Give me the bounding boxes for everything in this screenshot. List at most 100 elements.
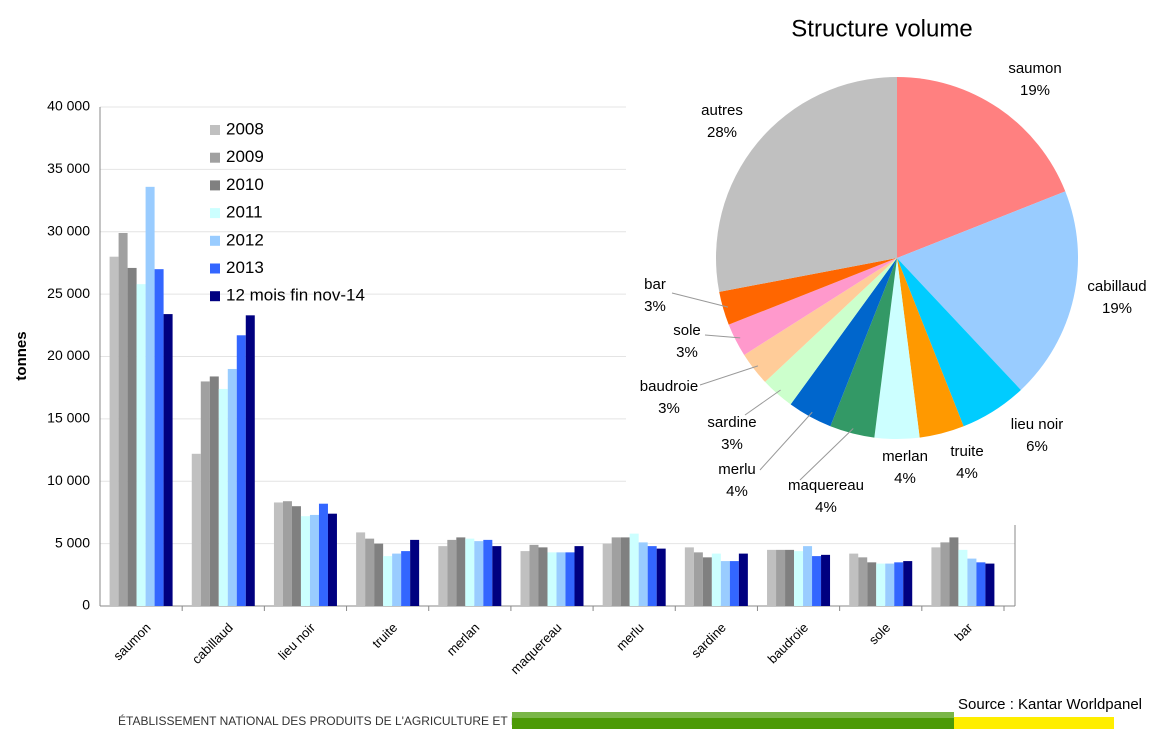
slice-value-label: 3% [676, 344, 698, 361]
bar [374, 543, 384, 606]
bar [967, 558, 977, 606]
slice-value-label: 4% [815, 499, 837, 516]
bar [876, 563, 886, 606]
source: Source : Kantar Worldpanel [958, 696, 1142, 713]
pie-slice [728, 258, 897, 355]
bar [273, 502, 283, 606]
slice-value-label: 6% [1026, 438, 1048, 455]
pie-slice [790, 258, 897, 427]
y-tick-label: 5 000 [55, 534, 90, 550]
bar [118, 232, 128, 606]
bar [282, 501, 292, 606]
slice-label: autres [701, 102, 743, 119]
bar [227, 368, 237, 606]
bar [520, 551, 530, 606]
slice-value-label: 4% [956, 465, 978, 482]
bar [949, 537, 959, 606]
bar [958, 549, 968, 606]
bar [976, 562, 986, 606]
bar [547, 552, 557, 606]
pie-slice [897, 258, 964, 438]
x-tick-label: merlu [613, 620, 647, 654]
leader-line [671, 292, 729, 308]
pie-slice [874, 258, 920, 439]
legend-swatch [210, 208, 220, 219]
x-tick-label: truite [369, 620, 400, 651]
y-tick-label: 40 000 [47, 98, 90, 114]
bar [565, 552, 575, 606]
x-tick-label: lieu noir [275, 619, 318, 662]
bar [729, 561, 739, 606]
y-tick-label: 25 000 [47, 285, 90, 301]
pie-slice [715, 77, 897, 292]
legend-label: 2008 [226, 119, 264, 138]
x-tick-label: cabillaud [189, 620, 236, 667]
slice-value-label: 19% [1102, 300, 1132, 317]
bar [191, 453, 201, 606]
pie-slice [897, 258, 1021, 427]
leader-line [799, 428, 854, 481]
bar [647, 546, 657, 606]
bar [767, 549, 777, 606]
bar [849, 553, 859, 606]
pie-slice [897, 77, 1066, 258]
bar [392, 553, 402, 606]
bar [556, 552, 566, 606]
slice-label: maquereau [788, 477, 864, 494]
slice-label: cabillaud [1087, 278, 1146, 295]
leader-line [759, 411, 813, 471]
bar [200, 381, 210, 606]
pie-slice [897, 191, 1078, 390]
leader-line [744, 389, 781, 416]
bar [492, 546, 502, 606]
slice-label: truite [950, 443, 983, 460]
bar [456, 537, 466, 606]
legend-swatch [210, 180, 220, 191]
bar [401, 551, 411, 606]
bar [209, 376, 219, 606]
legend-label: 2011 [226, 203, 263, 222]
pie-slice [744, 258, 897, 382]
slice-value-label: 4% [894, 470, 916, 487]
x-tick-label: sardine [688, 620, 729, 661]
y-tick-label: 10 000 [47, 472, 90, 488]
bar [327, 513, 337, 606]
bar [574, 546, 584, 606]
slice-value-label: 3% [721, 436, 743, 453]
y-axis-label: tonnes [13, 331, 30, 380]
bar [309, 514, 319, 606]
slice-value-label: 19% [1020, 82, 1050, 99]
legend-swatch [210, 263, 220, 274]
bar [638, 542, 648, 606]
bar [465, 538, 475, 606]
pie-slice [765, 258, 897, 405]
slice-value-label: 28% [707, 124, 737, 141]
bar [611, 537, 621, 606]
y-tick-label: 20 000 [47, 347, 90, 363]
slice-label: baudroie [640, 378, 698, 395]
bar [702, 557, 712, 606]
bar [218, 388, 228, 606]
bar [291, 506, 301, 606]
slice-label: sardine [707, 414, 756, 431]
bar [776, 549, 786, 606]
bar [447, 539, 457, 606]
bar [136, 284, 146, 606]
bar [154, 269, 164, 606]
bar [812, 556, 822, 606]
legend-swatch [210, 125, 220, 135]
legend-swatch [210, 235, 220, 246]
x-tick-label: baudroie [765, 620, 811, 666]
bar [538, 547, 548, 606]
pie-slice [719, 258, 897, 325]
bar [145, 186, 155, 606]
bar [940, 542, 950, 606]
bar [931, 547, 941, 606]
legend-swatch [210, 291, 220, 302]
x-tick-label: bar [952, 619, 976, 643]
bar [300, 516, 310, 606]
bar [410, 539, 420, 606]
x-tick-label: saumon [110, 620, 153, 663]
slice-value-label: 3% [644, 298, 666, 315]
bar [109, 256, 119, 606]
